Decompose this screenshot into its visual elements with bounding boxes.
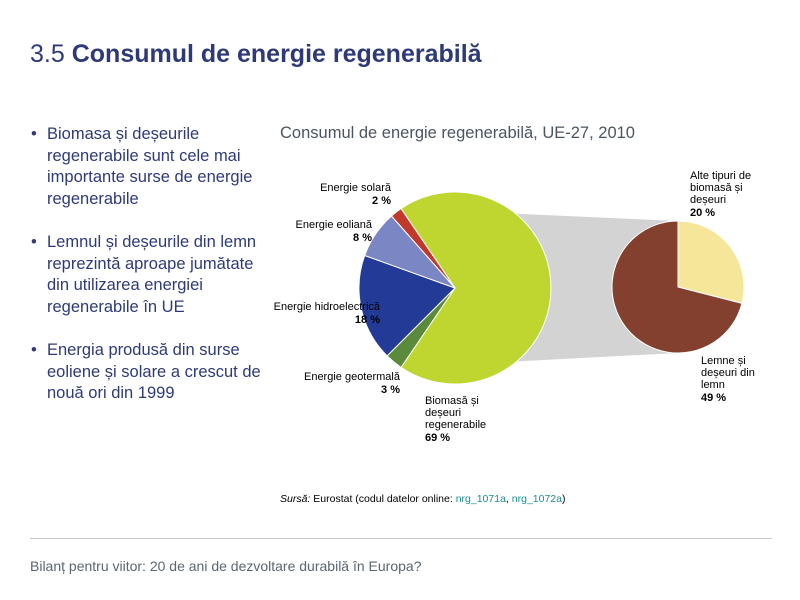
- source-link-nrg-1072a[interactable]: nrg_1072a: [511, 493, 562, 505]
- bullet-text: Lemnul și deșeurile din lemn reprezintă …: [47, 233, 257, 316]
- source-link-nrg-1071a[interactable]: nrg_1071a: [455, 493, 506, 505]
- pie-value-biomasa-si-deseuri-regenerabile: 69 %: [425, 432, 450, 444]
- footer-divider: [30, 538, 772, 539]
- source-close: ): [561, 493, 566, 505]
- bullet-symbol: •: [31, 125, 37, 143]
- bullet-text: Biomasa și deșeurile regenerabile sunt c…: [47, 125, 253, 208]
- pie-label-energie-hidroelectrica: Energie hidroelectrică: [274, 301, 381, 313]
- pie-label-biomasa-si-deseuri-regenerabile-line-1: Biomasă și: [425, 395, 479, 407]
- pie-value-energie-eoliana: 8 %: [353, 232, 372, 244]
- breakdown-slice-lemne-si-deseuri-din-lemn: [611, 220, 743, 354]
- breakdown-slice-alte-tipuri-de-biomasa-si-deseuri: [677, 220, 745, 304]
- breakdown-value-lemne-si-deseuri-din-lemn: 49 %: [701, 392, 726, 404]
- breakdown-value-alte-tipuri-de-biomasa-si-deseuri: 20 %: [690, 207, 715, 219]
- breakdown-label-lemne-si-deseuri-din-lemn-line-2: deșeuri din: [701, 367, 755, 379]
- breakdown-label-alte-tipuri-de-biomasa-si-deseuri-line-3: deșeuri: [690, 194, 726, 206]
- bullet-item: • Energia produsă din surse eoliene și so…: [28, 340, 268, 405]
- source-text: Eurostat (codul datelor online:: [310, 493, 456, 505]
- bullet-list: • Biomasa și deșeurile regenerabile sunt …: [28, 124, 268, 427]
- slide-title: 3.5 Consumul de energie regenerabilă: [30, 40, 482, 69]
- breakdown-label-alte-tipuri-de-biomasa-si-deseuri-line-2: biomasă și: [690, 182, 743, 194]
- pie-value-energie-geotermala: 3 %: [381, 384, 400, 396]
- breakdown-label-lemne-si-deseuri-din-lemn-line-1: Lemne și: [701, 355, 746, 367]
- pie-slice-energie-solara: [390, 207, 456, 289]
- pie-slice-biomasa-si-deseuri-regenerabile: [400, 191, 552, 385]
- slide-title-text: Consumul de energie regenerabilă: [71, 40, 482, 68]
- footer-text: Bilanț pentru viitor: 20 de ani de dezvo…: [30, 558, 422, 574]
- pie-label-energie-solara: Energie solară: [320, 182, 392, 194]
- bullet-item: • Biomasa și deșeurile regenerabile sunt …: [28, 124, 268, 210]
- bullet-text: Energia produsă din surse eoliene și sol…: [47, 341, 261, 402]
- pie-value-energie-hidroelectrica: 18 %: [355, 314, 380, 326]
- bullet-item: • Lemnul și deșeurile din lemn reprezintă…: [28, 232, 268, 318]
- pie-label-energie-eoliana: Energie eoliană: [296, 219, 373, 231]
- source-note: Sursă: Eurostat (codul datelor online: n…: [280, 493, 565, 505]
- breakdown-label-alte-tipuri-de-biomasa-si-deseuri-line-1: Alte tipuri de: [690, 170, 751, 182]
- source-separator: ,: [505, 493, 512, 505]
- slide-number: 3.5: [30, 40, 65, 68]
- chart-title: Consumul de energie regenerabilă, UE-27,…: [280, 124, 635, 142]
- pie-slice-energie-hidroelectrica: [358, 254, 456, 357]
- pie-label-energie-geotermala: Energie geotermală: [304, 371, 401, 383]
- bullet-symbol: •: [31, 233, 37, 251]
- breakdown-label-lemne-si-deseuri-din-lemn-line-3: lemn: [701, 379, 725, 391]
- bullet-symbol: •: [31, 341, 37, 359]
- pie-label-biomasa-si-deseuri-regenerabile-line-3: regenerabile: [425, 419, 486, 431]
- source-label: Sursă:: [280, 493, 311, 505]
- pie-value-energie-solara: 2 %: [372, 195, 391, 207]
- pie-label-biomasa-si-deseuri-regenerabile-line-2: deșeuri: [425, 407, 461, 419]
